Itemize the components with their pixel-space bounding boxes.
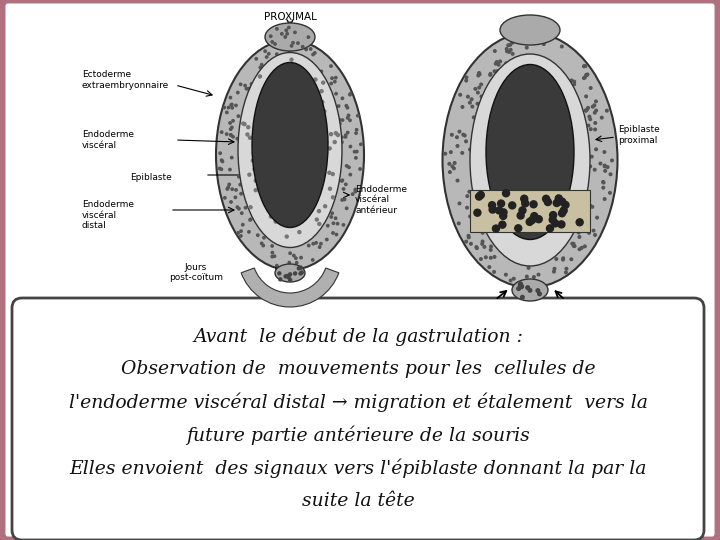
- Circle shape: [599, 162, 602, 165]
- Circle shape: [590, 128, 592, 131]
- Circle shape: [468, 191, 471, 193]
- Circle shape: [346, 207, 348, 210]
- Circle shape: [335, 92, 337, 95]
- Circle shape: [289, 252, 292, 254]
- Circle shape: [346, 117, 349, 119]
- Circle shape: [519, 207, 526, 214]
- Circle shape: [509, 202, 516, 209]
- Circle shape: [228, 183, 230, 186]
- Circle shape: [243, 123, 246, 126]
- Circle shape: [290, 58, 293, 61]
- Circle shape: [242, 224, 244, 226]
- Circle shape: [559, 198, 566, 205]
- Text: Avant  le début de la gastrulation :: Avant le début de la gastrulation :: [193, 327, 523, 346]
- Circle shape: [602, 181, 604, 183]
- Circle shape: [511, 42, 513, 44]
- Circle shape: [221, 160, 224, 163]
- Circle shape: [498, 200, 505, 207]
- Circle shape: [517, 287, 521, 291]
- Circle shape: [526, 46, 528, 49]
- Circle shape: [531, 283, 534, 285]
- Circle shape: [302, 45, 304, 48]
- Circle shape: [590, 156, 593, 158]
- Circle shape: [230, 128, 232, 130]
- Circle shape: [349, 173, 351, 176]
- Circle shape: [608, 192, 611, 194]
- Circle shape: [578, 248, 581, 251]
- Circle shape: [489, 201, 495, 208]
- Circle shape: [328, 171, 331, 174]
- Ellipse shape: [238, 52, 342, 247]
- Circle shape: [261, 242, 263, 245]
- Circle shape: [469, 215, 472, 218]
- Circle shape: [459, 93, 462, 96]
- Circle shape: [229, 168, 231, 171]
- Circle shape: [593, 104, 595, 106]
- Circle shape: [476, 193, 482, 200]
- Circle shape: [314, 66, 316, 68]
- Circle shape: [253, 84, 256, 86]
- Circle shape: [461, 106, 464, 108]
- Circle shape: [248, 87, 251, 90]
- Circle shape: [278, 272, 281, 275]
- Circle shape: [336, 222, 338, 225]
- Circle shape: [582, 65, 585, 68]
- Circle shape: [231, 106, 233, 109]
- Circle shape: [300, 256, 302, 259]
- Circle shape: [560, 45, 563, 48]
- Circle shape: [285, 29, 287, 31]
- Circle shape: [602, 181, 605, 184]
- Circle shape: [553, 199, 560, 206]
- Circle shape: [465, 79, 467, 82]
- Circle shape: [232, 119, 234, 122]
- Circle shape: [318, 210, 320, 213]
- Circle shape: [248, 89, 251, 91]
- Circle shape: [606, 166, 609, 168]
- Circle shape: [341, 179, 343, 181]
- Circle shape: [454, 161, 456, 164]
- Circle shape: [240, 83, 242, 85]
- Circle shape: [282, 48, 284, 50]
- Circle shape: [300, 266, 302, 269]
- Circle shape: [246, 87, 248, 90]
- Circle shape: [552, 220, 559, 227]
- Circle shape: [542, 43, 545, 45]
- Circle shape: [256, 234, 259, 237]
- Circle shape: [250, 218, 252, 220]
- Circle shape: [231, 188, 233, 191]
- Circle shape: [609, 173, 612, 176]
- Circle shape: [312, 53, 314, 56]
- Circle shape: [488, 266, 490, 268]
- Circle shape: [315, 241, 318, 244]
- Circle shape: [299, 272, 302, 275]
- Ellipse shape: [486, 64, 574, 240]
- Circle shape: [495, 60, 498, 63]
- Circle shape: [356, 150, 358, 153]
- Circle shape: [237, 115, 240, 117]
- Circle shape: [520, 285, 523, 288]
- Circle shape: [289, 279, 292, 281]
- Circle shape: [515, 225, 522, 232]
- Circle shape: [349, 145, 351, 148]
- Circle shape: [338, 124, 341, 126]
- Circle shape: [355, 132, 357, 134]
- Circle shape: [223, 106, 225, 109]
- Circle shape: [585, 73, 588, 76]
- Circle shape: [262, 96, 266, 99]
- Circle shape: [346, 131, 349, 134]
- Circle shape: [451, 165, 454, 168]
- Text: Ectoderme
extraembryonnaire: Ectoderme extraembryonnaire: [82, 70, 169, 90]
- Circle shape: [584, 65, 587, 68]
- Circle shape: [477, 91, 480, 94]
- Text: Elles envoient  des signaux vers l'épiblaste donnant la par la: Elles envoient des signaux vers l'épibla…: [69, 459, 647, 478]
- Circle shape: [562, 257, 564, 260]
- Circle shape: [476, 103, 479, 105]
- Circle shape: [276, 53, 278, 56]
- Circle shape: [511, 52, 514, 55]
- Circle shape: [320, 90, 323, 93]
- Circle shape: [483, 246, 486, 248]
- Circle shape: [271, 245, 274, 247]
- Circle shape: [480, 258, 482, 260]
- Circle shape: [582, 65, 585, 68]
